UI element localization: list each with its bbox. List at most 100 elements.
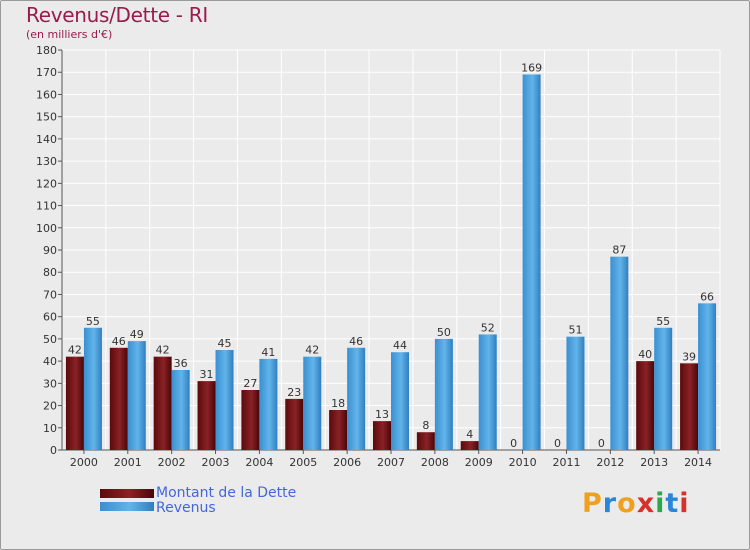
y-tick-label: 100 [36,222,57,235]
value-label: 42 [68,344,82,357]
logo-letter: x [636,488,656,519]
value-label: 44 [393,339,407,352]
value-label: 45 [218,337,232,350]
value-label: 0 [598,437,605,450]
value-label: 39 [682,350,696,363]
value-label: 50 [437,326,451,339]
y-tick-label: 30 [43,377,57,390]
bar-debt [416,432,435,450]
x-tick-label: 2011 [552,456,580,469]
logo-letter: P [582,488,603,519]
x-tick-label: 2003 [202,456,230,469]
y-tick-label: 90 [43,244,57,257]
value-label: 49 [130,328,144,341]
bar-debt [65,356,84,450]
value-label: 55 [86,315,100,328]
legend-swatch-revenue [100,502,154,511]
y-tick-label: 20 [43,400,57,413]
x-tick-label: 2007 [377,456,405,469]
value-label: 40 [638,348,652,361]
y-tick-label: 140 [36,133,57,146]
bar-revenue [566,336,585,450]
bars [65,74,717,450]
logo-letter: i [655,488,666,519]
y-tick-label: 70 [43,288,57,301]
bar-debt [285,398,304,450]
bar-revenue [127,341,146,450]
bar-revenue [303,356,322,450]
value-label: 0 [554,437,561,450]
x-tick-label: 2001 [114,456,142,469]
bar-debt [197,381,216,450]
x-tick-label: 2002 [158,456,186,469]
bar-revenue [654,327,673,450]
x-tick-label: 2006 [333,456,361,469]
bar-debt [460,441,479,450]
bar-debt [241,390,260,450]
value-label: 41 [261,346,275,359]
y-tick-label: 170 [36,66,57,79]
logo-letter: i [679,488,690,519]
value-label: 27 [243,377,257,390]
value-label: 42 [156,344,170,357]
value-label: 31 [200,368,214,381]
bar-revenue [610,256,629,450]
value-label: 13 [375,408,389,421]
y-tick-label: 180 [36,44,57,57]
y-tick-label: 10 [43,422,57,435]
bar-revenue [259,358,278,450]
value-label: 46 [112,335,126,348]
logo-letter: o [617,488,637,519]
chart-subtitle: (en milliers d'€) [26,28,113,41]
bar-revenue [83,327,102,450]
bar-debt [636,361,655,450]
y-tick-label: 150 [36,111,57,124]
x-tick-label: 2004 [245,456,273,469]
y-tick-label: 130 [36,155,57,168]
legend-swatches [100,489,154,511]
y-tick-label: 0 [50,444,57,457]
value-label: 23 [287,386,301,399]
y-tick-label: 80 [43,266,57,279]
value-label: 4 [466,428,473,441]
y-tick-label: 40 [43,355,57,368]
value-label: 52 [481,321,495,334]
legend-swatch-debt [100,489,154,498]
bar-revenue [171,370,190,450]
x-tick-label: 2000 [70,456,98,469]
x-tick-label: 2010 [509,456,537,469]
x-tick-label: 2013 [640,456,668,469]
x-tick-label: 2009 [465,456,493,469]
x-tick-label: 2005 [289,456,317,469]
bar-debt [329,410,348,450]
bar-debt [373,421,391,450]
value-label: 42 [305,344,319,357]
y-tick-label: 120 [36,177,57,190]
value-labels: 42 55 46 49 42 36 31 45 27 41 23 42 18 46 13 44 8 50 4 52 0 1… [68,61,714,450]
value-label: 51 [568,324,582,337]
chart-title: Revenus/Dette - RI [26,3,208,27]
bar-revenue [391,352,409,450]
value-label: 8 [422,419,429,432]
y-tick-label: 160 [36,88,57,101]
value-label: 18 [331,397,345,410]
bar-revenue [522,74,541,450]
x-tick-label: 2008 [421,456,449,469]
value-label: 46 [349,335,363,348]
value-label: 0 [510,437,517,450]
logo-letter: t [665,488,680,519]
y-tick-label: 50 [43,333,57,346]
bar-revenue [215,350,234,450]
value-label: 36 [174,357,188,370]
y-tick-label: 60 [43,311,57,324]
proxiti-logo: Proxiti [582,488,690,519]
value-label: 66 [700,290,714,303]
legend-label-debt: Montant de la Dette [156,485,297,501]
bar-debt [109,347,128,450]
bar-debt [153,356,172,450]
value-label: 55 [656,315,670,328]
bar-revenue [347,347,366,450]
x-tick-label: 2014 [684,456,712,469]
legend-label-revenue: Revenus [156,500,216,516]
